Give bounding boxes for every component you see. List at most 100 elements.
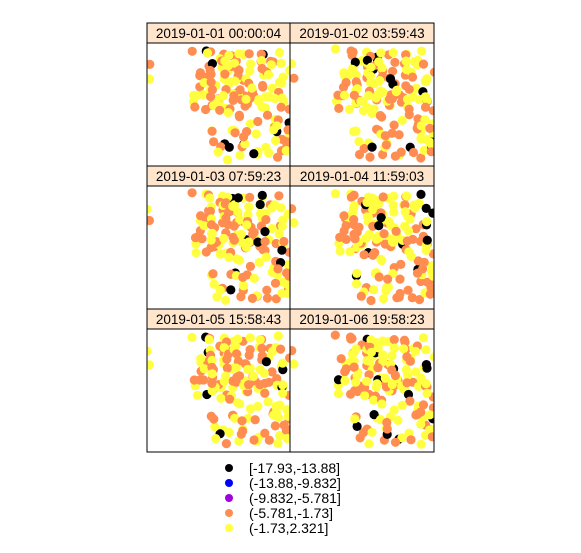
- data-point: [260, 92, 270, 102]
- data-point: [363, 212, 373, 222]
- data-point: [358, 106, 369, 116]
- data-point: [264, 435, 274, 445]
- data-point: [281, 146, 290, 156]
- data-point: [383, 274, 393, 284]
- data-point: [147, 74, 154, 84]
- panel-strip-label: 2019-01-01 00:00:04: [156, 26, 282, 41]
- data-point: [290, 359, 299, 369]
- data-point: [362, 55, 372, 65]
- data-point: [209, 137, 219, 147]
- data-point: [426, 147, 434, 157]
- data-point: [380, 239, 390, 249]
- data-point: [406, 251, 416, 261]
- data-point: [255, 199, 265, 210]
- data-point: [390, 437, 401, 447]
- data-point: [369, 285, 379, 295]
- data-point: [351, 77, 361, 87]
- data-point: [290, 346, 297, 356]
- data-point: [290, 218, 299, 228]
- data-point: [277, 245, 287, 255]
- data-point: [229, 235, 239, 245]
- data-point: [237, 416, 247, 426]
- data-point: [278, 380, 288, 390]
- data-point: [259, 368, 269, 378]
- data-point: [368, 250, 378, 260]
- data-point: [416, 276, 426, 287]
- data-point: [253, 116, 263, 127]
- data-point: [260, 103, 270, 113]
- panel-points: [290, 189, 434, 306]
- data-point: [219, 376, 229, 386]
- panel-6: 2019-01-06 19:58:23: [289, 308, 435, 453]
- data-point: [245, 66, 255, 76]
- data-point: [147, 59, 155, 69]
- data-point: [187, 46, 197, 56]
- data-point: [416, 134, 426, 144]
- data-point: [346, 389, 356, 399]
- data-point: [428, 403, 434, 413]
- panel-points: [147, 331, 290, 449]
- data-point: [207, 59, 217, 69]
- data-point: [245, 261, 255, 271]
- data-point: [272, 374, 282, 384]
- data-point: [207, 126, 217, 136]
- data-point: [271, 135, 281, 146]
- data-point: [205, 206, 215, 216]
- data-point: [389, 191, 399, 201]
- data-point: [352, 421, 362, 431]
- data-point: [147, 215, 154, 226]
- data-point: [351, 70, 361, 80]
- data-point: [372, 379, 382, 389]
- data-point: [416, 189, 426, 199]
- data-point: [356, 96, 366, 106]
- data-point: [377, 399, 387, 409]
- data-point: [424, 137, 434, 147]
- data-point: [212, 292, 222, 302]
- data-point: [189, 375, 199, 385]
- data-point: [414, 295, 425, 305]
- data-point: [418, 333, 428, 343]
- data-point: [421, 345, 431, 355]
- data-point: [426, 267, 434, 277]
- data-point: [229, 221, 239, 231]
- data-point: [350, 414, 360, 424]
- data-point: [222, 363, 232, 373]
- data-point: [400, 200, 410, 210]
- data-point: [393, 415, 403, 425]
- data-point: [283, 288, 290, 298]
- data-point: [373, 363, 383, 373]
- data-point: [421, 245, 431, 255]
- data-point: [235, 215, 245, 225]
- data-point: [262, 110, 273, 120]
- panel-points: [147, 46, 290, 165]
- data-point: [279, 236, 289, 247]
- data-point: [344, 104, 354, 114]
- data-point: [224, 142, 234, 152]
- data-point: [345, 247, 355, 257]
- data-point: [218, 91, 228, 101]
- data-point: [333, 90, 343, 100]
- data-point: [260, 237, 270, 247]
- data-point: [379, 229, 389, 239]
- data-point: [375, 76, 385, 86]
- data-point: [348, 349, 358, 359]
- data-point: [267, 367, 277, 377]
- data-point: [354, 136, 364, 147]
- data-point: [420, 102, 431, 112]
- data-point: [365, 71, 376, 81]
- data-point: [205, 193, 215, 203]
- data-point: [394, 130, 404, 140]
- data-point: [364, 197, 374, 207]
- data-point: [230, 128, 240, 138]
- data-point: [274, 191, 284, 201]
- data-point: [215, 249, 225, 259]
- data-point: [229, 58, 240, 68]
- data-point: [401, 56, 411, 66]
- data-point: [242, 220, 252, 230]
- data-point: [397, 400, 407, 410]
- data-point: [427, 432, 434, 442]
- data-point: [402, 378, 412, 388]
- data-point: [372, 234, 382, 244]
- data-point: [371, 93, 381, 103]
- data-point: [389, 343, 399, 353]
